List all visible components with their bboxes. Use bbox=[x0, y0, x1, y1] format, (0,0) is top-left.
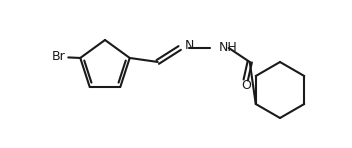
Text: NH: NH bbox=[219, 41, 238, 54]
Text: Br: Br bbox=[51, 50, 65, 63]
Text: O: O bbox=[241, 79, 251, 92]
Text: N: N bbox=[185, 40, 194, 52]
